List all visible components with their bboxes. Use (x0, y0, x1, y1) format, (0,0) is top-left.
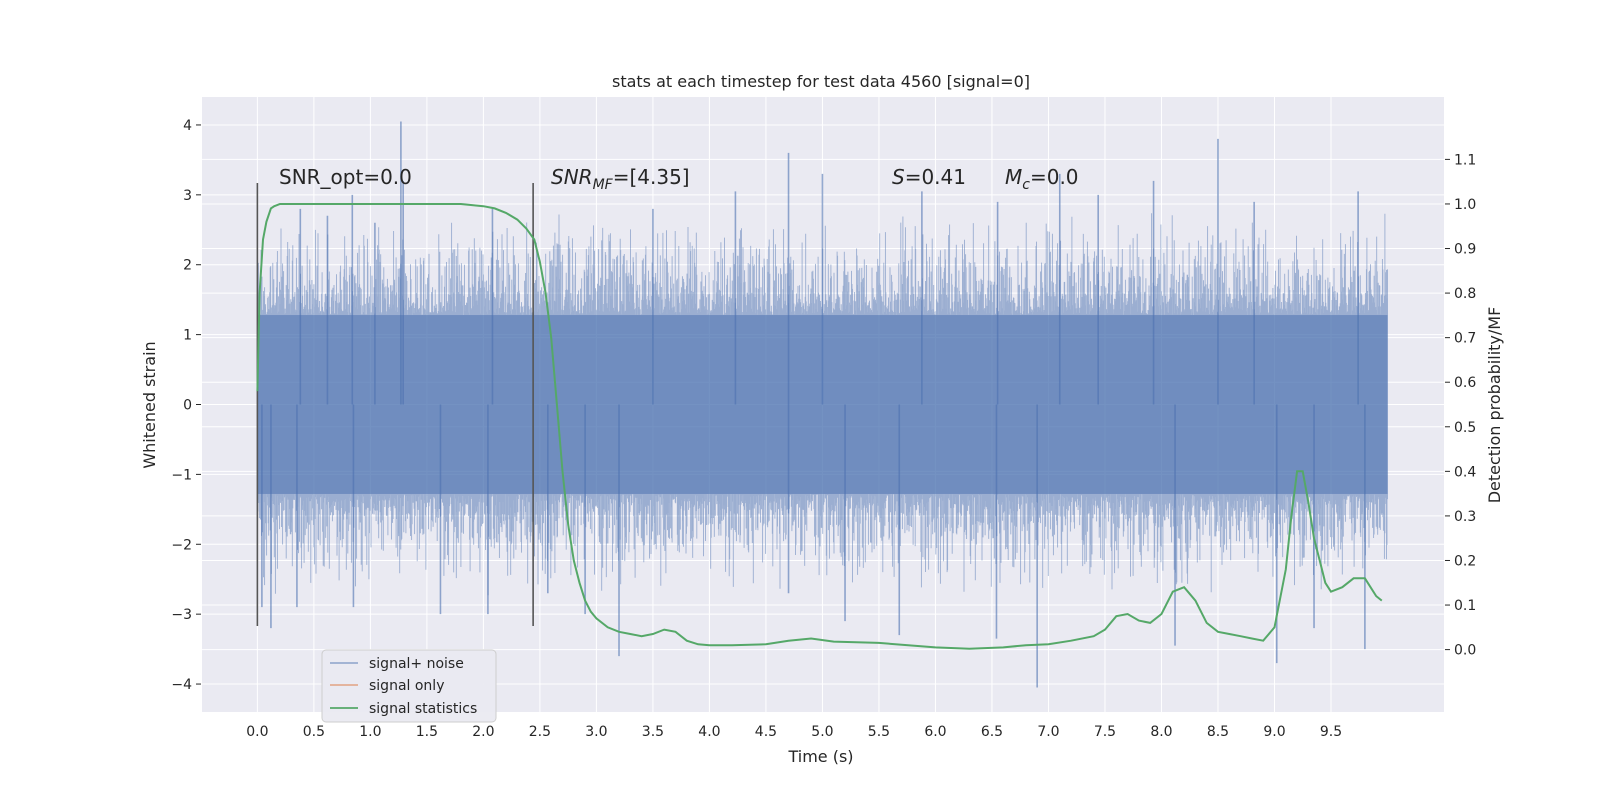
annotation-mc-symbol: M (1005, 165, 1022, 189)
y-tick-label: 0 (183, 398, 192, 414)
x-tick-label: 4.5 (755, 724, 777, 740)
x-tick-label: 3.5 (642, 724, 664, 740)
x-tick-label: 5.0 (811, 724, 833, 740)
x-tick-label: 2.5 (529, 724, 551, 740)
annotation-s: S=0.41 (892, 165, 966, 189)
annotation-snr-opt: SNR_opt=0.0 (279, 165, 412, 189)
signal-statistics-line (256, 203, 1383, 650)
y2-tick-label: 0.1 (1454, 598, 1476, 614)
y2-tick-label: 1.0 (1454, 197, 1476, 213)
signal-statistics-series (256, 203, 1383, 650)
x-tick-label: 0.0 (246, 724, 268, 740)
y2-tick-label: 1.1 (1454, 152, 1476, 168)
y2-tick-label: 0.4 (1454, 464, 1476, 480)
y2-tick-label: 0.7 (1454, 331, 1476, 347)
y2-tick-label: 0.5 (1454, 420, 1476, 436)
x-tick-label: 7.5 (1094, 724, 1116, 740)
x-tick-label: 2.0 (472, 724, 494, 740)
y-tick-label: −1 (171, 467, 192, 483)
y-axis-label: Whitened strain (140, 341, 159, 468)
annotation-snr-mf: SNRMF=[4.35] (551, 165, 690, 193)
y-tick-label: −2 (171, 537, 192, 553)
y-tick-label: 4 (183, 118, 192, 134)
legend-label-noise: signal+ noise (369, 656, 464, 672)
y2-tick-label: 0.6 (1454, 375, 1476, 391)
y-tick-label: 2 (183, 258, 192, 274)
annotation-snr-mf-value: =[4.35] (613, 165, 690, 189)
annotation-mc: Mc=0.0 (1005, 165, 1079, 193)
x-tick-label: 9.0 (1263, 724, 1285, 740)
y2-tick-label: 0.9 (1454, 242, 1476, 258)
annotation-s-value: =0.41 (905, 165, 966, 189)
x-tick-label: 9.5 (1320, 724, 1342, 740)
annotation-mc-value: =0.0 (1030, 165, 1079, 189)
y2-tick-label: 0.8 (1454, 286, 1476, 302)
y2-tick-label: 0.3 (1454, 509, 1476, 525)
y2-tick-label: 0.0 (1454, 643, 1476, 659)
annotation-s-symbol: S (892, 165, 905, 189)
y-tick-label: 3 (183, 188, 192, 204)
vertical-markers (256, 182, 534, 627)
x-tick-label: 6.0 (924, 724, 946, 740)
legend-box (321, 649, 497, 723)
x-tick-label: 6.5 (981, 724, 1003, 740)
legend: signal+ noise signal only signal statist… (321, 649, 497, 723)
x-tick-label: 1.0 (359, 724, 381, 740)
annotation-snr-mf-symbol: SNR (551, 165, 593, 189)
annotation-mc-subscript: c (1022, 177, 1030, 193)
x-tick-label: 1.5 (416, 724, 438, 740)
annotation-snr-mf-subscript: MF (593, 177, 614, 193)
x-tick-label: 5.5 (868, 724, 890, 740)
x-tick-label: 8.5 (1207, 724, 1229, 740)
x-tick-label: 8.0 (1150, 724, 1172, 740)
y-tick-label: −3 (171, 607, 192, 623)
y-tick-label: −4 (171, 677, 192, 693)
x-axis-label: Time (s) (787, 747, 853, 766)
y2-axis-label: Detection probability/MF (1485, 307, 1504, 504)
legend-label-stats: signal statistics (369, 701, 477, 717)
x-tick-label: 0.5 (303, 724, 325, 740)
x-tick-label: 3.0 (585, 724, 607, 740)
legend-label-signal: signal only (369, 678, 444, 694)
chart-title: stats at each timestep for test data 456… (612, 72, 1030, 91)
y2-tick-label: 0.2 (1454, 553, 1476, 569)
tick-layer: 0.0 0.5 1.0 1.5 2.0 2.5 3.0 3.5 4.0 4.5 5.0 5.5 6.0 6… (171, 118, 1476, 740)
x-tick-label: 7.0 (1037, 724, 1059, 740)
y-tick-label: 1 (183, 328, 192, 344)
x-tick-label: 4.0 (698, 724, 720, 740)
signal-noise-series (256, 121, 1388, 688)
